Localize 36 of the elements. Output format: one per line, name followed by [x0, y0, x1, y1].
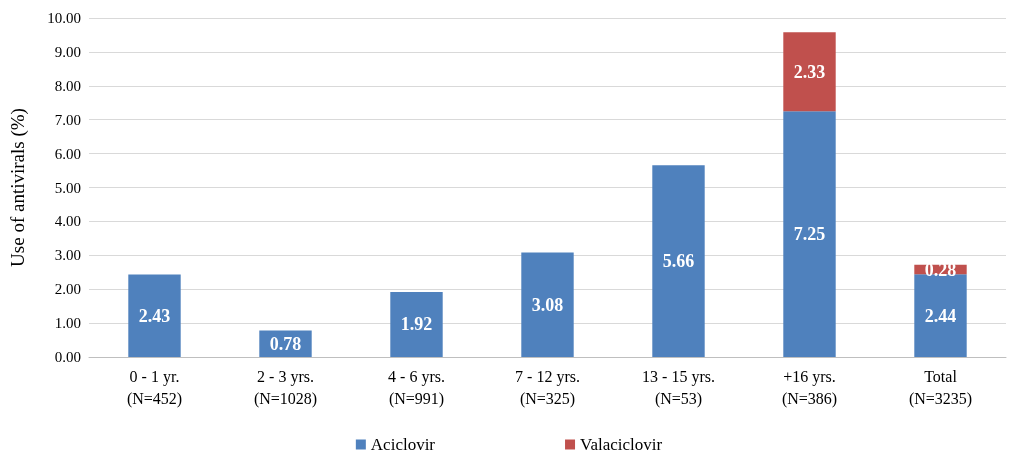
x-tick-label: 13 - 15 yrs. (N=53)	[642, 367, 715, 408]
data-label: 0.78	[269, 333, 302, 354]
y-tick-label: 8.00	[54, 77, 81, 94]
x-tick-label: +16 yrs. (N=386)	[781, 367, 838, 408]
y-tick-label: 1.00	[54, 315, 81, 332]
y-tick-label: 6.00	[54, 145, 81, 162]
legend-label: Valaciclovir	[580, 435, 663, 454]
bar	[783, 32, 836, 112]
y-tick-label: 9.00	[54, 43, 81, 60]
y-tick-label: 4.00	[54, 213, 81, 230]
data-label: 3.08	[531, 294, 564, 315]
x-tick-label: Total (N=3235)	[908, 367, 973, 408]
bar	[390, 291, 443, 357]
y-tick-label: 7.00	[54, 111, 81, 128]
data-label: 2.44	[924, 305, 957, 326]
bar	[521, 252, 574, 357]
data-label: 5.66	[662, 251, 695, 272]
data-label: 7.25	[793, 224, 826, 245]
y-axis-title: Use of antivirals (%)	[7, 108, 29, 267]
x-tick-label: 7 - 12 yrs. (N=325)	[515, 367, 580, 408]
x-tick-label: 0 - 1 yr. (N=452)	[126, 367, 183, 408]
data-label: 2.43	[138, 305, 171, 326]
y-tick-label: 2.00	[54, 281, 81, 298]
bar	[128, 274, 181, 357]
bar	[652, 165, 705, 357]
x-tick-label: 2 - 3 yrs. (N=1028)	[253, 367, 318, 408]
bar	[783, 111, 836, 357]
data-label: 1.92	[400, 314, 433, 335]
y-tick-label: 5.00	[54, 179, 81, 196]
y-tick-label: 3.00	[54, 247, 81, 264]
legend-label: Aciclovir	[370, 435, 436, 454]
y-tick-label: 0.00	[54, 349, 81, 365]
bar	[914, 274, 967, 357]
x-tick-label: 4 - 6 yrs. (N=991)	[388, 367, 445, 408]
data-label: 2.33	[793, 61, 826, 82]
y-tick-label: 10.00	[47, 10, 81, 26]
